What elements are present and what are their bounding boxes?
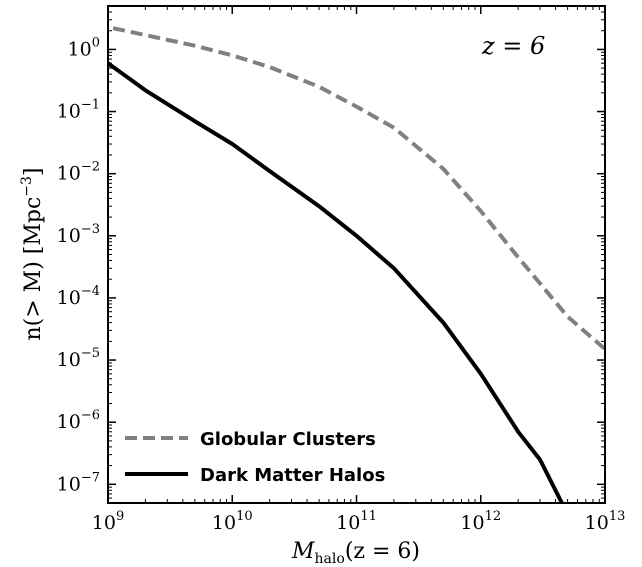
x-tick-label: 1011 [336, 509, 377, 534]
y-tick-label: 100 [68, 35, 100, 60]
series-layer [106, 26, 607, 504]
y-tick-label: 10−3 [57, 222, 100, 247]
annotation-redshift: z = 6 [481, 32, 545, 60]
ticks-layer: 109 1010 1011 1012 1013 100 10−1 10−2 10−3 10−4 10… [57, 6, 626, 534]
series-line-dark-matter-halos [106, 61, 564, 504]
x-tick-label: 1013 [585, 509, 626, 534]
series-line-globular-clusters [112, 26, 607, 351]
y-tick-label: 10−4 [57, 284, 100, 309]
y-tick-label: 10−5 [57, 346, 100, 371]
x-tick-label: 109 [92, 509, 124, 534]
legend: Globular Clusters Dark Matter Halos [125, 429, 385, 486]
x-tick-label: 1010 [212, 509, 253, 534]
x-axis-label: Mhalo(z = 6) [291, 539, 420, 567]
y-tick-label: 10−6 [57, 408, 100, 433]
legend-label-globular-clusters: Globular Clusters [200, 429, 376, 450]
legend-label-dark-matter-halos: Dark Matter Halos [200, 465, 385, 486]
y-tick-label: 10−2 [57, 160, 100, 185]
y-axis-label: n(> M) [Mpc−3] [19, 167, 46, 340]
y-tick-label: 10−7 [57, 470, 100, 495]
x-tick-label: 1012 [460, 509, 501, 534]
y-tick-label: 10−1 [57, 98, 100, 123]
